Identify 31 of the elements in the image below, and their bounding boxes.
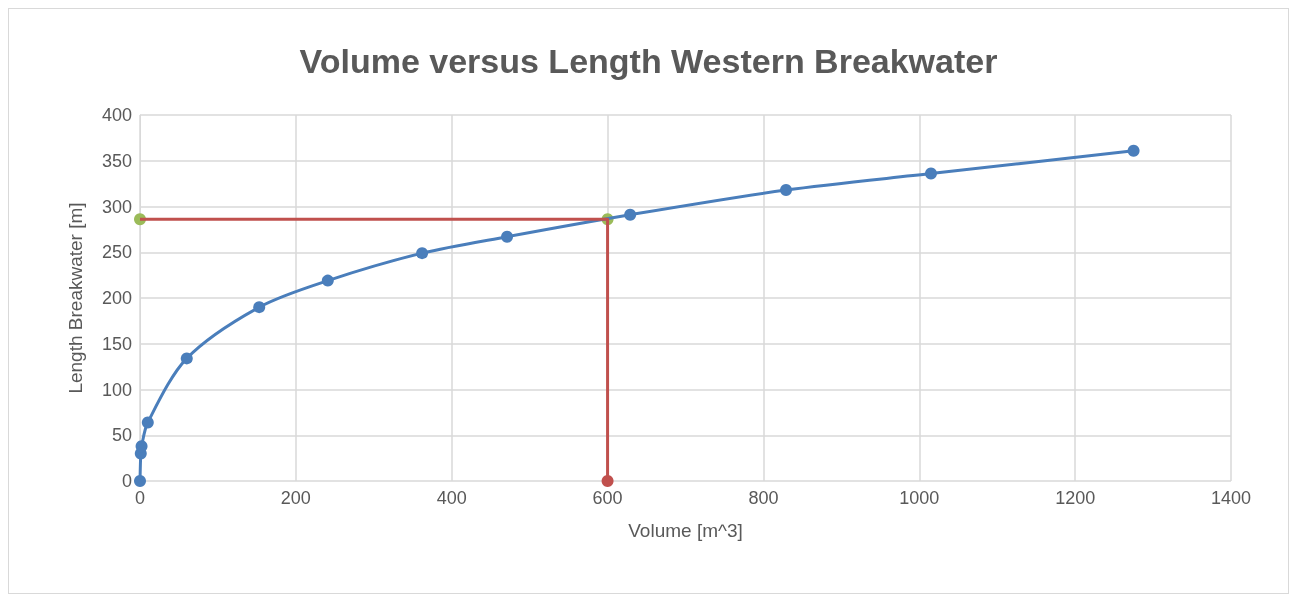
x-tick-label: 1200 [1055,488,1096,508]
y-tick-label: 100 [101,379,132,400]
y-tick-label: 200 [101,288,132,308]
x-axis-title: Volume [m^3] [628,520,743,541]
point [1127,144,1140,157]
y-tick-label: 350 [101,150,132,171]
x-tick-label: 400 [436,488,467,508]
point [780,184,793,197]
y-tick-label: 50 [111,425,132,446]
y-tick-label: 250 [101,242,132,263]
point [134,475,146,487]
chart-title: Volume versus Length Western Breakwater [299,42,998,80]
x-tick-label: 1000 [899,488,940,508]
x-tick-label: 200 [280,488,311,508]
point [501,230,514,243]
x-tick-label: 1400 [1210,488,1252,508]
point [141,416,154,429]
point [321,274,334,287]
point [180,352,193,365]
x-tick-label: 0 [134,488,146,508]
point [624,208,637,221]
y-axis-title: Length Breakwater [m] [65,202,86,394]
y-tick-label: 0 [121,471,132,491]
point [253,301,266,314]
y-tick-label: 150 [101,333,132,354]
x-tick-label: 800 [748,488,779,508]
point [416,247,429,260]
x-tick-label: 600 [592,488,623,508]
y-tick-label: 400 [101,105,132,125]
y-tick-label: 300 [101,196,132,217]
point [924,167,937,180]
